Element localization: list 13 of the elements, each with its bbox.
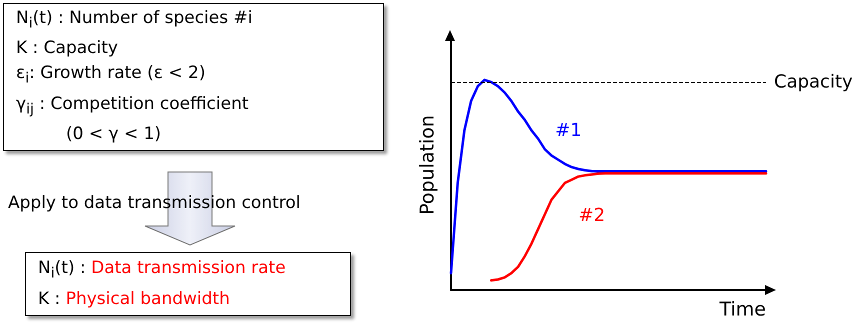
series-label: #1 — [555, 120, 582, 142]
text: ε$_{i}$: Growth rate (ε < 2) — [16, 62, 206, 89]
text: N$_{i}$(t) : Number of species #i — [16, 7, 254, 34]
x-axis-title: Time — [718, 298, 766, 320]
y-axis-title: Population — [416, 115, 438, 215]
text: Apply to data transmission control — [8, 193, 300, 213]
ref-line-label: Capacity — [774, 72, 854, 93]
text: N$_{i}$(t) : Data transmission rate — [38, 257, 287, 284]
series-label: #2 — [578, 205, 606, 226]
text: K : Capacity — [16, 37, 119, 60]
text: (0 < γ < 1) — [65, 123, 162, 146]
text: K : Physical bandwidth — [38, 288, 231, 312]
text: γ$_{ij}$ : Competition coefficient — [16, 92, 250, 120]
